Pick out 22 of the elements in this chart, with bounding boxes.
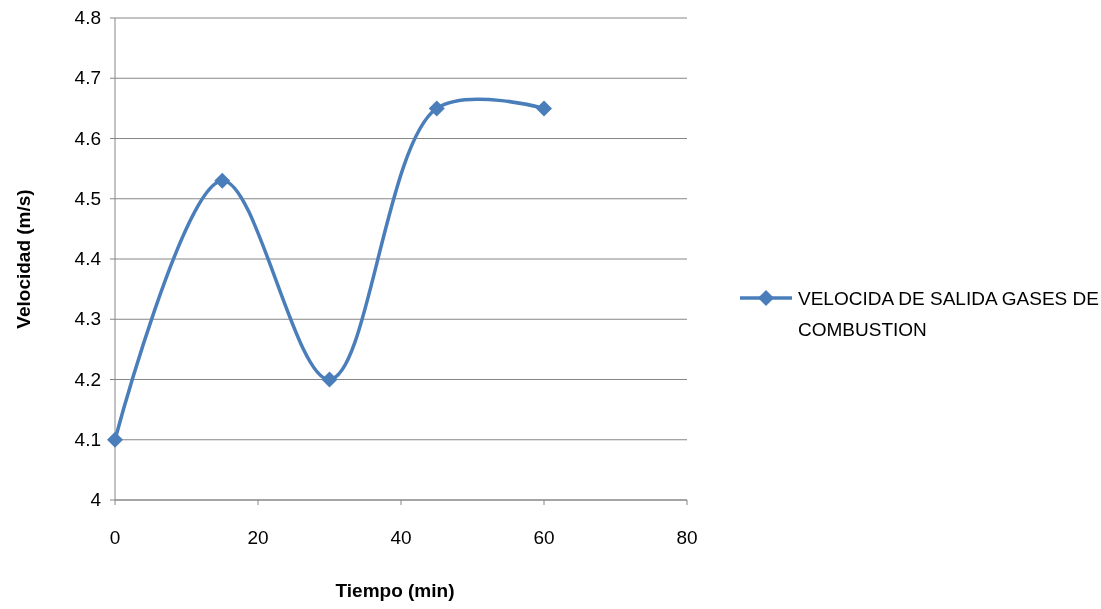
- x-tick-label: 60: [533, 527, 555, 548]
- y-tick-label: 4.7: [74, 67, 101, 89]
- point: [536, 100, 552, 117]
- legend-label: VELOCIDA DE SALIDA GASES DE COMBUSTION: [798, 288, 1099, 340]
- y-tick-label: 4.3: [74, 308, 101, 330]
- y-tick-label: 4.1: [74, 428, 101, 450]
- x-axis-title: Tiempo (min): [335, 580, 455, 601]
- point: [214, 172, 231, 189]
- point: [428, 100, 445, 117]
- point: [321, 371, 338, 388]
- y-tick-label: 4: [90, 489, 102, 510]
- y-tick-label: 4.8: [74, 7, 101, 28]
- y-axis-title: Velocidad (m/s): [13, 189, 34, 329]
- y-tick-label: 4.4: [74, 248, 102, 269]
- y-tick-label: 4.5: [74, 187, 101, 209]
- x-tick-label: 0: [109, 527, 121, 548]
- y-tick-label: 4.2: [74, 368, 101, 390]
- y-tick-label: 4.6: [74, 127, 101, 149]
- x-tick-label: 20: [247, 527, 269, 548]
- x-tick-label: 80: [676, 527, 698, 548]
- point: [107, 431, 123, 448]
- x-tick-label: 40: [390, 527, 412, 548]
